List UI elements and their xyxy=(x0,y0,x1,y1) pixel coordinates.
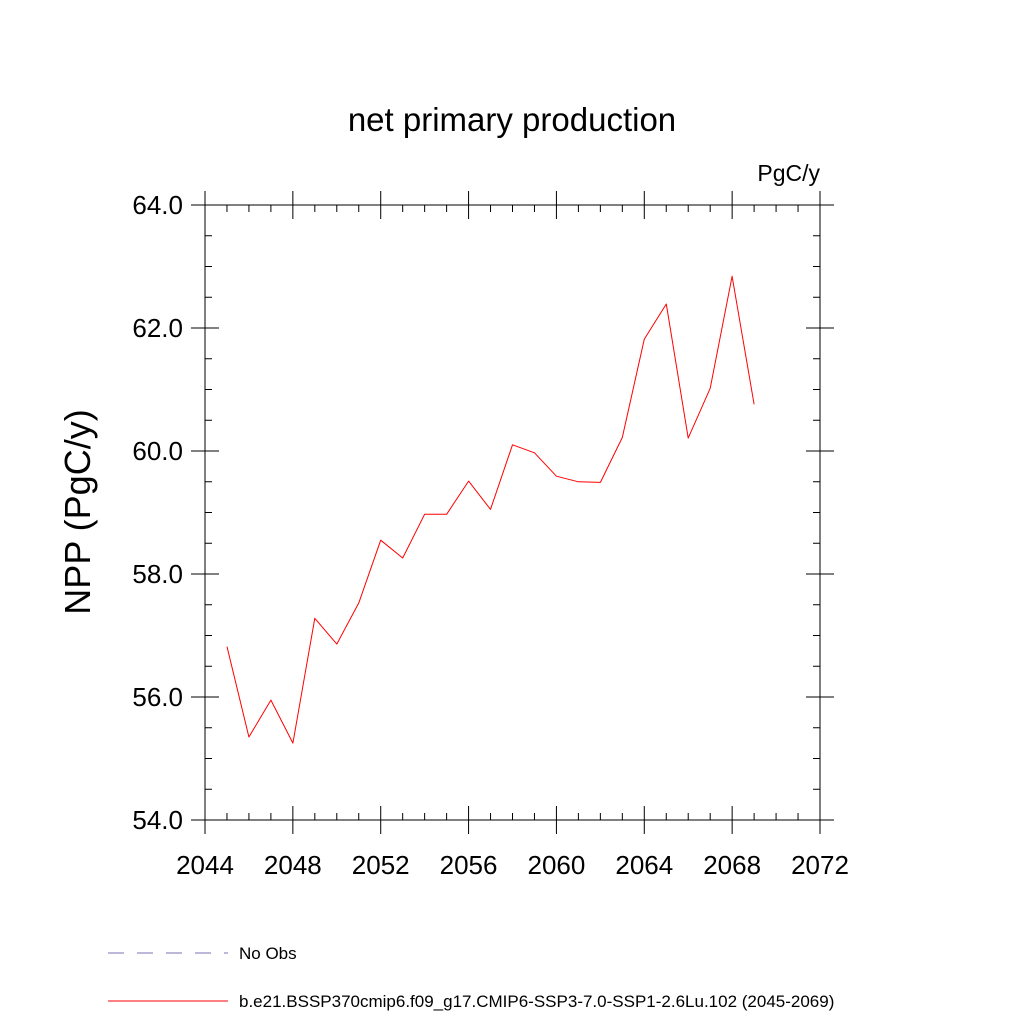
x-tick-label: 2056 xyxy=(440,850,498,880)
units-label: PgC/y xyxy=(757,160,820,186)
y-tick-label: 64.0 xyxy=(132,190,183,220)
legend-label: No Obs xyxy=(239,944,297,963)
x-tick-label: 2072 xyxy=(791,850,849,880)
legend: No Obs b.e21.BSSP370cmip6.f09_g17.CMIP6-S… xyxy=(108,944,834,1011)
y-tick-label: 58.0 xyxy=(132,559,183,589)
x-tick-label: 2052 xyxy=(352,850,410,880)
x-tick-label: 2064 xyxy=(615,850,673,880)
y-tick-label: 62.0 xyxy=(132,313,183,343)
y-tick-label: 60.0 xyxy=(132,436,183,466)
y-tick-label: 54.0 xyxy=(132,805,183,835)
y-axis-ticks: 54.0 56.0 58.0 60.0 62.0 64.0 xyxy=(132,190,834,835)
x-tick-label: 2068 xyxy=(703,850,761,880)
x-tick-label: 2048 xyxy=(264,850,322,880)
y-tick-label: 56.0 xyxy=(132,682,183,712)
x-axis-ticks: 2044 2048 2052 2056 2060 2064 2068 2072 xyxy=(176,191,849,880)
y-axis-label: NPP (PgC/y) xyxy=(57,409,98,614)
series-line xyxy=(226,275,755,744)
chart-title: net primary production xyxy=(348,101,676,138)
legend-label: b.e21.BSSP370cmip6.f09_g17.CMIP6-SSP3-7.… xyxy=(239,992,834,1011)
x-tick-label: 2044 xyxy=(176,850,234,880)
series-layer xyxy=(226,275,755,744)
x-tick-label: 2060 xyxy=(528,850,586,880)
